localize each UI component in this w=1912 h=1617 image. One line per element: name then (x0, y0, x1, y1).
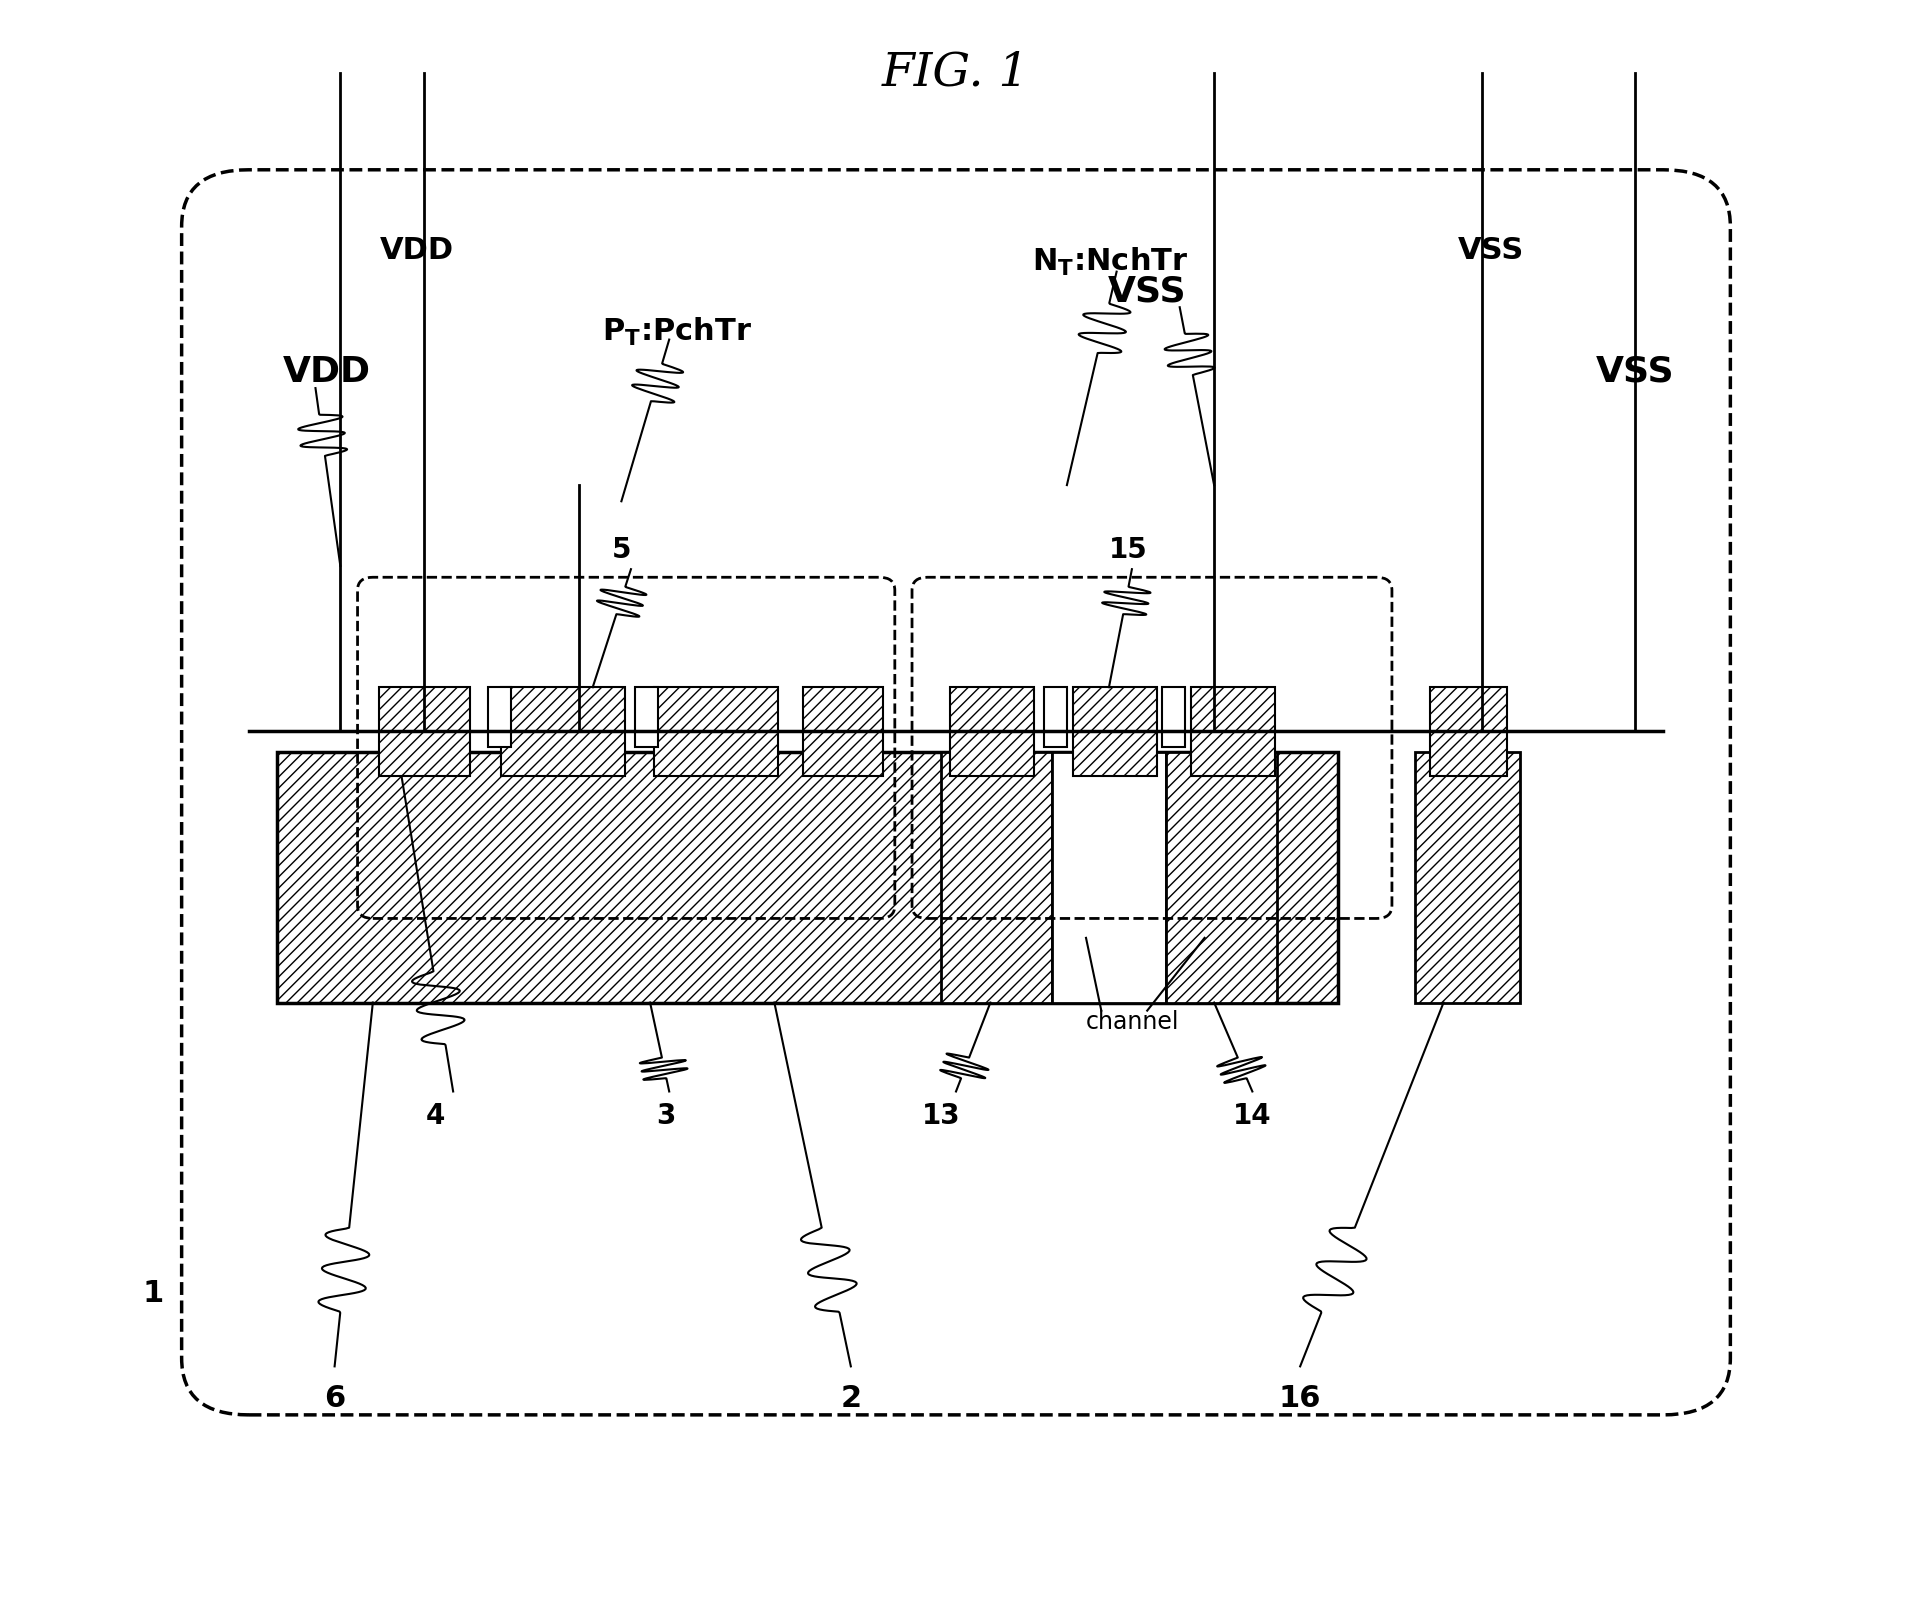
Text: 5: 5 (612, 535, 631, 564)
Text: 1: 1 (141, 1279, 164, 1308)
Bar (277, 752, 1338, 1003)
Bar (1073, 687, 1157, 776)
Text: channel: channel (1086, 1011, 1180, 1033)
Bar (950, 687, 1034, 776)
Bar (654, 687, 778, 776)
Text: FIG. 1: FIG. 1 (881, 50, 1031, 95)
Bar (1166, 752, 1277, 1003)
Text: 14: 14 (1233, 1101, 1271, 1130)
Bar (1191, 687, 1275, 776)
Bar (1052, 752, 1166, 1003)
Bar (488, 687, 511, 747)
Bar (1044, 687, 1067, 747)
Text: 3: 3 (656, 1101, 675, 1130)
Bar (941, 752, 1052, 1003)
Bar (1430, 687, 1507, 776)
Bar (803, 687, 883, 776)
Text: 2: 2 (839, 1384, 862, 1413)
Text: VSS: VSS (1595, 354, 1675, 390)
Bar (1415, 752, 1520, 1003)
Text: 6: 6 (323, 1384, 346, 1413)
FancyBboxPatch shape (182, 170, 1730, 1415)
Text: 13: 13 (922, 1101, 960, 1130)
Text: VSS: VSS (1459, 236, 1524, 265)
Text: VDD: VDD (380, 236, 453, 265)
Text: 4: 4 (426, 1101, 445, 1130)
Text: $\mathbf{P_T}$:PchTr: $\mathbf{P_T}$:PchTr (602, 315, 751, 348)
Text: VDD: VDD (283, 354, 371, 390)
Text: VSS: VSS (1107, 273, 1187, 309)
Bar (501, 687, 625, 776)
Bar (1162, 687, 1185, 747)
Text: $\mathbf{N_T}$:NchTr: $\mathbf{N_T}$:NchTr (1032, 246, 1189, 278)
Text: 15: 15 (1109, 535, 1147, 564)
Bar (635, 687, 658, 747)
Bar (379, 687, 470, 776)
Text: 16: 16 (1279, 1384, 1321, 1413)
